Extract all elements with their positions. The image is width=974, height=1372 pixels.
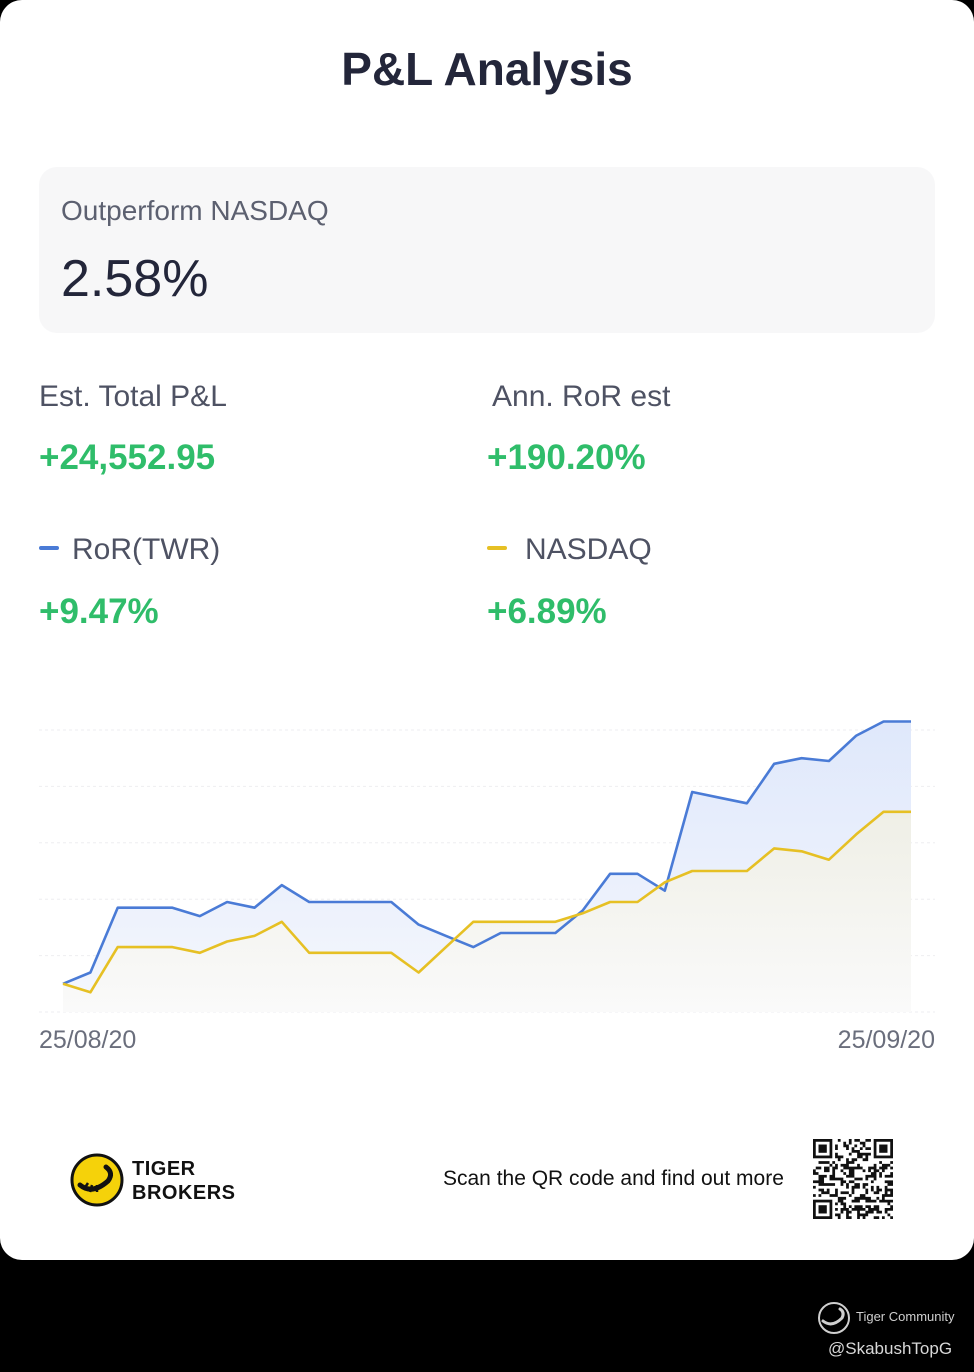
watermark-handle: @SkabushTopG xyxy=(828,1339,953,1358)
ror-legend-dash xyxy=(39,546,59,550)
series-line-ror xyxy=(62,720,911,986)
total-pl-label: Est. Total P&L xyxy=(39,380,227,413)
ann-ror-value: +190.20% xyxy=(487,438,646,477)
series-area-nasdaq xyxy=(63,811,911,1012)
pl-analysis-card: P&L Analysis Outperform NASDAQ 2.58% Est… xyxy=(0,0,974,1260)
brand-line-1: TIGER xyxy=(132,1158,196,1180)
nasdaq-value: +6.89% xyxy=(487,592,607,631)
ann-ror-label: Ann. RoR est xyxy=(492,380,671,413)
outperform-panel: Outperform NASDAQ 2.58% xyxy=(39,167,935,333)
outperform-value: 2.58% xyxy=(61,250,209,308)
ror-legend-label: RoR(TWR) xyxy=(72,533,221,566)
brand-line-2: BROKERS xyxy=(132,1182,236,1204)
outperform-label: Outperform NASDAQ xyxy=(61,195,329,226)
page-title: P&L Analysis xyxy=(341,43,633,95)
ror-value: +9.47% xyxy=(39,592,159,631)
x-axis-start-label: 25/08/20 xyxy=(39,1026,137,1054)
series-line-nasdaq xyxy=(62,810,911,994)
tiger-community-icon xyxy=(818,1302,850,1334)
tiger-logo-icon xyxy=(70,1153,124,1207)
nasdaq-legend-label: NASDAQ xyxy=(525,533,652,566)
nasdaq-legend-dash xyxy=(487,546,507,550)
x-axis-end-label: 25/09/20 xyxy=(837,1026,935,1054)
brand-name: TIGER BROKERS xyxy=(132,1157,236,1205)
scan-qr-text: Scan the QR code and find out more xyxy=(443,1167,784,1190)
qr-code-icon[interactable] xyxy=(813,1139,893,1219)
watermark-community: Tiger Community xyxy=(856,1309,955,1324)
pl-line-chart xyxy=(39,720,935,1013)
total-pl-value: +24,552.95 xyxy=(39,438,216,477)
